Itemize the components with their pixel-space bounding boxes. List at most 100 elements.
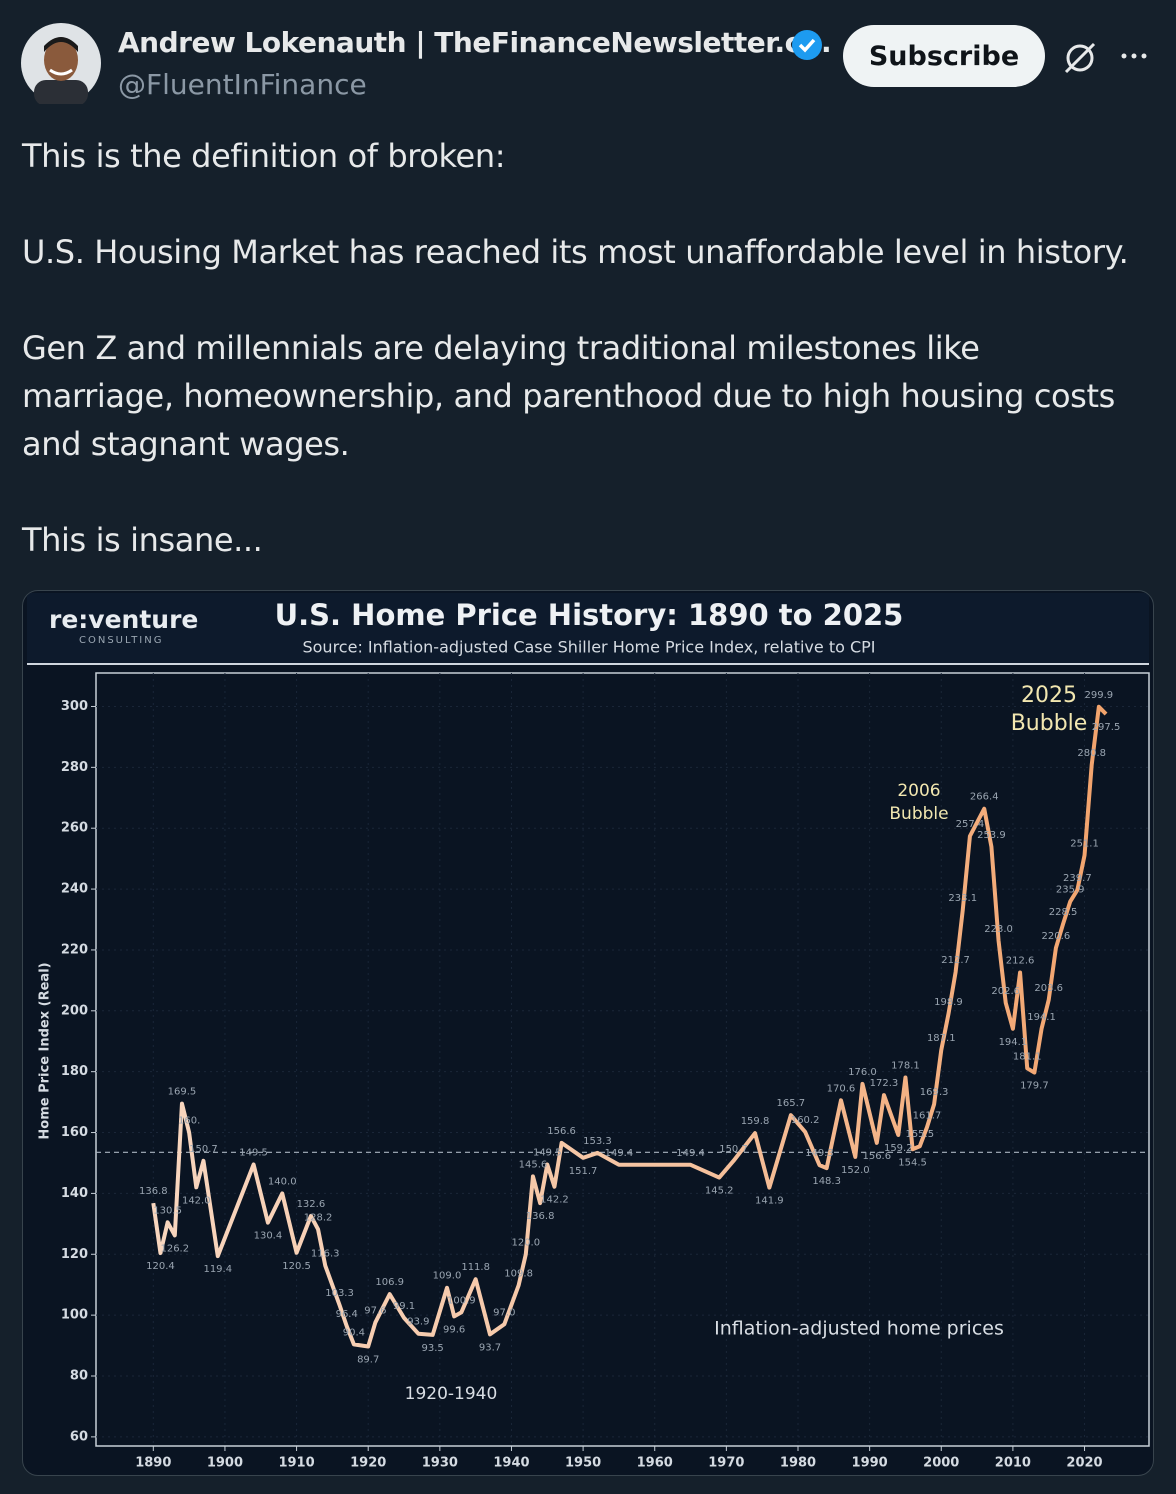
data-label: 150.7 (719, 1144, 748, 1155)
data-label: 169.3 (920, 1087, 949, 1098)
data-label: 142.0 (182, 1195, 211, 1206)
y-tick-label: 200 (61, 1003, 88, 1018)
data-label: 212.7 (941, 955, 970, 966)
data-label: 257.4 (956, 819, 985, 830)
data-label: 172.3 (870, 1078, 899, 1089)
data-label: 120.4 (146, 1261, 175, 1272)
data-label: 156.6 (547, 1126, 576, 1137)
data-label: 212.6 (1006, 955, 1035, 966)
data-label: 149.3 (805, 1148, 834, 1159)
data-label: 251.1 (1070, 838, 1099, 849)
data-label: 235.9 (1056, 885, 1085, 896)
x-tick-label: 2000 (923, 1456, 959, 1471)
x-tick-label: 1890 (135, 1456, 171, 1471)
data-label: 161.7 (913, 1110, 942, 1121)
data-label: 194.1 (1027, 1012, 1056, 1023)
data-label: 299.9 (1085, 690, 1114, 701)
data-label: 99.1 (393, 1301, 415, 1312)
data-label: 160. (178, 1116, 200, 1127)
data-label: 159.2 (884, 1143, 913, 1154)
data-label: 97.6 (364, 1305, 386, 1316)
y-tick-label: 280 (61, 760, 88, 775)
author-name[interactable]: Andrew Lokenauth | TheFinanceNewsletter.… (118, 26, 832, 59)
data-label: 126.2 (160, 1243, 189, 1254)
y-tick-label: 180 (61, 1064, 88, 1079)
data-label: 99.6 (443, 1324, 465, 1335)
data-label: 130.4 (254, 1231, 283, 1242)
annotation: Bubble (889, 804, 948, 824)
data-label: 145.6 (519, 1159, 548, 1170)
avatar[interactable] (20, 22, 102, 104)
chart-image[interactable]: re:venture CONSULTING U.S. Home Price Hi… (22, 590, 1154, 1476)
logo-sub: CONSULTING (79, 635, 163, 646)
chart: re:venture CONSULTING U.S. Home Price Hi… (27, 593, 1150, 1471)
data-label: 228.5 (1049, 907, 1078, 918)
grok-icon[interactable] (1062, 40, 1098, 76)
data-label: 100.9 (447, 1295, 476, 1306)
data-label: 176.0 (848, 1067, 877, 1078)
data-label: 120.0 (511, 1237, 540, 1248)
data-label: 181.1 (1013, 1051, 1042, 1062)
data-label: 89.7 (357, 1354, 379, 1365)
x-tick-label: 1990 (852, 1456, 888, 1471)
data-label: 97.0 (493, 1307, 515, 1318)
logo: re:venture (49, 605, 198, 634)
x-tick-label: 1980 (780, 1456, 816, 1471)
x-tick-label: 1950 (565, 1456, 601, 1471)
data-label: 202.6 (991, 986, 1020, 997)
more-icon[interactable] (1118, 46, 1154, 66)
data-label: 93.7 (479, 1342, 501, 1353)
data-label: 120.5 (282, 1261, 311, 1272)
y-tick-label: 120 (61, 1247, 88, 1262)
data-label: 149.5 (533, 1147, 562, 1158)
x-tick-label: 2010 (995, 1456, 1031, 1471)
annotation: Bubble (1011, 711, 1088, 736)
subscribe-button[interactable]: Subscribe (843, 25, 1045, 87)
x-tick-label: 1900 (207, 1456, 243, 1471)
annotation: 2025 (1021, 683, 1077, 708)
price-line (151, 704, 1108, 1349)
data-label: 179.7 (1020, 1081, 1049, 1092)
data-label: 149.5 (239, 1147, 268, 1158)
data-label: 233.1 (948, 893, 977, 904)
data-label: 111.8 (461, 1262, 490, 1273)
data-label: 149.4 (676, 1148, 705, 1159)
data-label: 280.8 (1077, 748, 1106, 759)
data-label: 145.2 (705, 1186, 734, 1197)
y-tick-label: 60 (70, 1429, 88, 1444)
data-label: 198.9 (934, 997, 963, 1008)
data-label: 154.5 (898, 1157, 927, 1168)
data-label: 109.0 (433, 1271, 462, 1282)
data-label: 253.9 (977, 830, 1006, 841)
data-label: 136.8 (526, 1211, 555, 1222)
data-label: 148.3 (812, 1176, 841, 1187)
x-tick-label: 2020 (1066, 1456, 1102, 1471)
handle[interactable]: @FluentInFinance (118, 68, 367, 101)
data-label: 194.1 (999, 1037, 1028, 1048)
x-tick-label: 1970 (708, 1456, 744, 1471)
data-label: 103.3 (325, 1288, 354, 1299)
annotation: Inflation-adjusted home prices (714, 1318, 1004, 1340)
data-label: 116.3 (311, 1249, 340, 1260)
data-label: 178.1 (891, 1060, 920, 1071)
x-tick-label: 1920 (350, 1456, 386, 1471)
y-tick-label: 100 (61, 1308, 88, 1323)
y-tick-label: 240 (61, 882, 88, 897)
data-label: 155.5 (905, 1129, 934, 1140)
data-label: 152.0 (841, 1165, 870, 1176)
data-label: 151.7 (569, 1166, 598, 1177)
data-label: 93.9 (407, 1317, 429, 1328)
annotation: 1920-1940 (405, 1384, 498, 1404)
data-label: 153.3 (583, 1136, 612, 1147)
y-tick-label: 160 (61, 1125, 88, 1140)
data-label: 132.6 (297, 1199, 326, 1210)
post-text: This is the definition of broken: (22, 137, 506, 175)
y-tick-label: 300 (61, 699, 88, 714)
data-label: 109.8 (504, 1268, 533, 1279)
data-label: 149.4 (605, 1148, 634, 1159)
data-label: 266.4 (970, 792, 999, 803)
data-label: 170.6 (827, 1083, 856, 1094)
data-label: 119.4 (203, 1264, 232, 1275)
data-label: 160.2 (791, 1115, 820, 1126)
